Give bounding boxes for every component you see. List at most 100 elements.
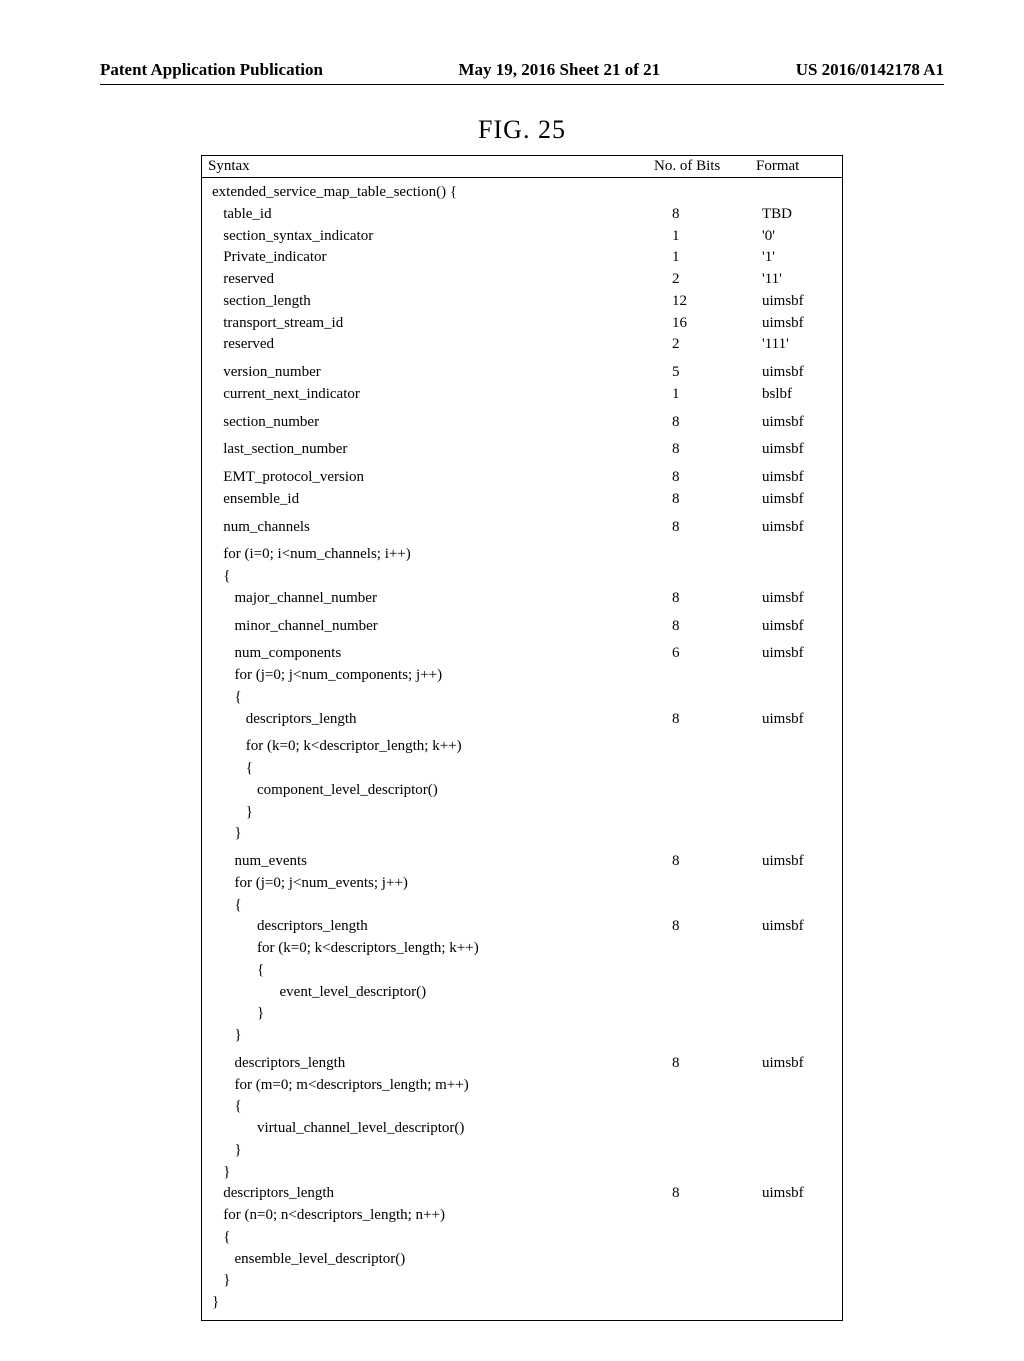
col-header-format: Format [750, 156, 842, 177]
bits-cell: 8 [672, 489, 762, 511]
bits-cell: 2 [672, 334, 762, 356]
syntax-cell: major_channel_number [202, 588, 672, 610]
syntax-cell: { [202, 687, 672, 709]
bits-cell [672, 1140, 762, 1162]
bits-cell [672, 1025, 762, 1047]
col-header-bits: No. of Bits [648, 156, 750, 177]
table-row: version_number5uimsbf [202, 362, 842, 384]
syntax-cell: } [202, 823, 672, 845]
bits-cell: 1 [672, 226, 762, 248]
table-row: event_level_descriptor() [202, 982, 842, 1004]
bits-cell: 8 [672, 709, 762, 731]
bits-cell [672, 1227, 762, 1249]
table-row: for (n=0; n<descriptors_length; n++) [202, 1205, 842, 1227]
table-row: { [202, 758, 842, 780]
format-cell [762, 544, 842, 566]
bits-cell: 1 [672, 247, 762, 269]
format-cell: uimsbf [762, 412, 842, 434]
syntax-cell: { [202, 1096, 672, 1118]
table-row: reserved2'11' [202, 269, 842, 291]
format-cell [762, 873, 842, 895]
format-cell: uimsbf [762, 467, 842, 489]
bits-cell [672, 960, 762, 982]
bits-cell [672, 895, 762, 917]
format-cell: uimsbf [762, 313, 842, 335]
syntax-cell: section_length [202, 291, 672, 313]
syntax-cell: for (k=0; k<descriptor_length; k++) [202, 736, 672, 758]
table-row: } [202, 1003, 842, 1025]
col-header-syntax: Syntax [202, 156, 648, 177]
header-left: Patent Application Publication [100, 60, 323, 80]
syntax-cell: ensemble_id [202, 489, 672, 511]
format-cell [762, 1292, 842, 1314]
table-row: } [202, 823, 842, 845]
table-row: { [202, 895, 842, 917]
page-container: Patent Application Publication May 19, 2… [0, 0, 1024, 1361]
syntax-cell: num_events [202, 851, 672, 873]
bits-cell [672, 780, 762, 802]
format-cell [762, 1270, 842, 1292]
format-cell [762, 1003, 842, 1025]
table-row: } [202, 1140, 842, 1162]
table-row: } [202, 1162, 842, 1184]
table-row: num_events8uimsbf [202, 851, 842, 873]
format-cell [762, 687, 842, 709]
table-row: section_syntax_indicator1'0' [202, 226, 842, 248]
format-cell [762, 960, 842, 982]
bits-cell [672, 802, 762, 824]
format-cell [762, 938, 842, 960]
syntax-cell: { [202, 960, 672, 982]
table-row: major_channel_number8uimsbf [202, 588, 842, 610]
syntax-cell: version_number [202, 362, 672, 384]
bits-cell [672, 665, 762, 687]
format-cell [762, 1162, 842, 1184]
syntax-cell: for (n=0; n<descriptors_length; n++) [202, 1205, 672, 1227]
syntax-cell: } [202, 1003, 672, 1025]
header-center: May 19, 2016 Sheet 21 of 21 [459, 60, 661, 80]
bits-cell: 8 [672, 204, 762, 226]
bits-cell: 1 [672, 384, 762, 406]
bits-cell: 16 [672, 313, 762, 335]
header-divider [100, 84, 944, 85]
syntax-table: Syntax No. of Bits Format extended_servi… [201, 155, 843, 1321]
table-row: for (j=0; j<num_components; j++) [202, 665, 842, 687]
format-cell: '111' [762, 334, 842, 356]
format-cell [762, 823, 842, 845]
table-row: for (k=0; k<descriptor_length; k++) [202, 736, 842, 758]
bits-cell [672, 736, 762, 758]
format-cell [762, 982, 842, 1004]
syntax-cell: component_level_descriptor() [202, 780, 672, 802]
format-cell [762, 736, 842, 758]
table-row: Private_indicator1'1' [202, 247, 842, 269]
format-cell: '1' [762, 247, 842, 269]
bits-cell [672, 1075, 762, 1097]
format-cell: uimsbf [762, 851, 842, 873]
table-row: last_section_number8uimsbf [202, 439, 842, 461]
table-row: for (m=0; m<descriptors_length; m++) [202, 1075, 842, 1097]
bits-cell [672, 1096, 762, 1118]
bits-cell: 8 [672, 517, 762, 539]
table-row: } [202, 1025, 842, 1047]
table-row: { [202, 566, 842, 588]
table-row: reserved2'111' [202, 334, 842, 356]
syntax-cell: { [202, 1227, 672, 1249]
format-cell [762, 758, 842, 780]
format-cell: bslbf [762, 384, 842, 406]
syntax-cell: for (k=0; k<descriptors_length; k++) [202, 938, 672, 960]
bits-cell [672, 1249, 762, 1271]
bits-cell: 12 [672, 291, 762, 313]
page-header: Patent Application Publication May 19, 2… [100, 60, 944, 80]
table-row: descriptors_length8uimsbf [202, 916, 842, 938]
format-cell: uimsbf [762, 362, 842, 384]
format-cell: uimsbf [762, 616, 842, 638]
table-row: { [202, 1227, 842, 1249]
syntax-cell: reserved [202, 334, 672, 356]
table-row: section_number8uimsbf [202, 412, 842, 434]
bits-cell [672, 1205, 762, 1227]
format-cell: uimsbf [762, 588, 842, 610]
table-row: } [202, 1270, 842, 1292]
table-body: extended_service_map_table_section() { t… [202, 178, 842, 1320]
syntax-cell: virtual_channel_level_descriptor() [202, 1118, 672, 1140]
syntax-cell: last_section_number [202, 439, 672, 461]
format-cell: uimsbf [762, 1053, 842, 1075]
